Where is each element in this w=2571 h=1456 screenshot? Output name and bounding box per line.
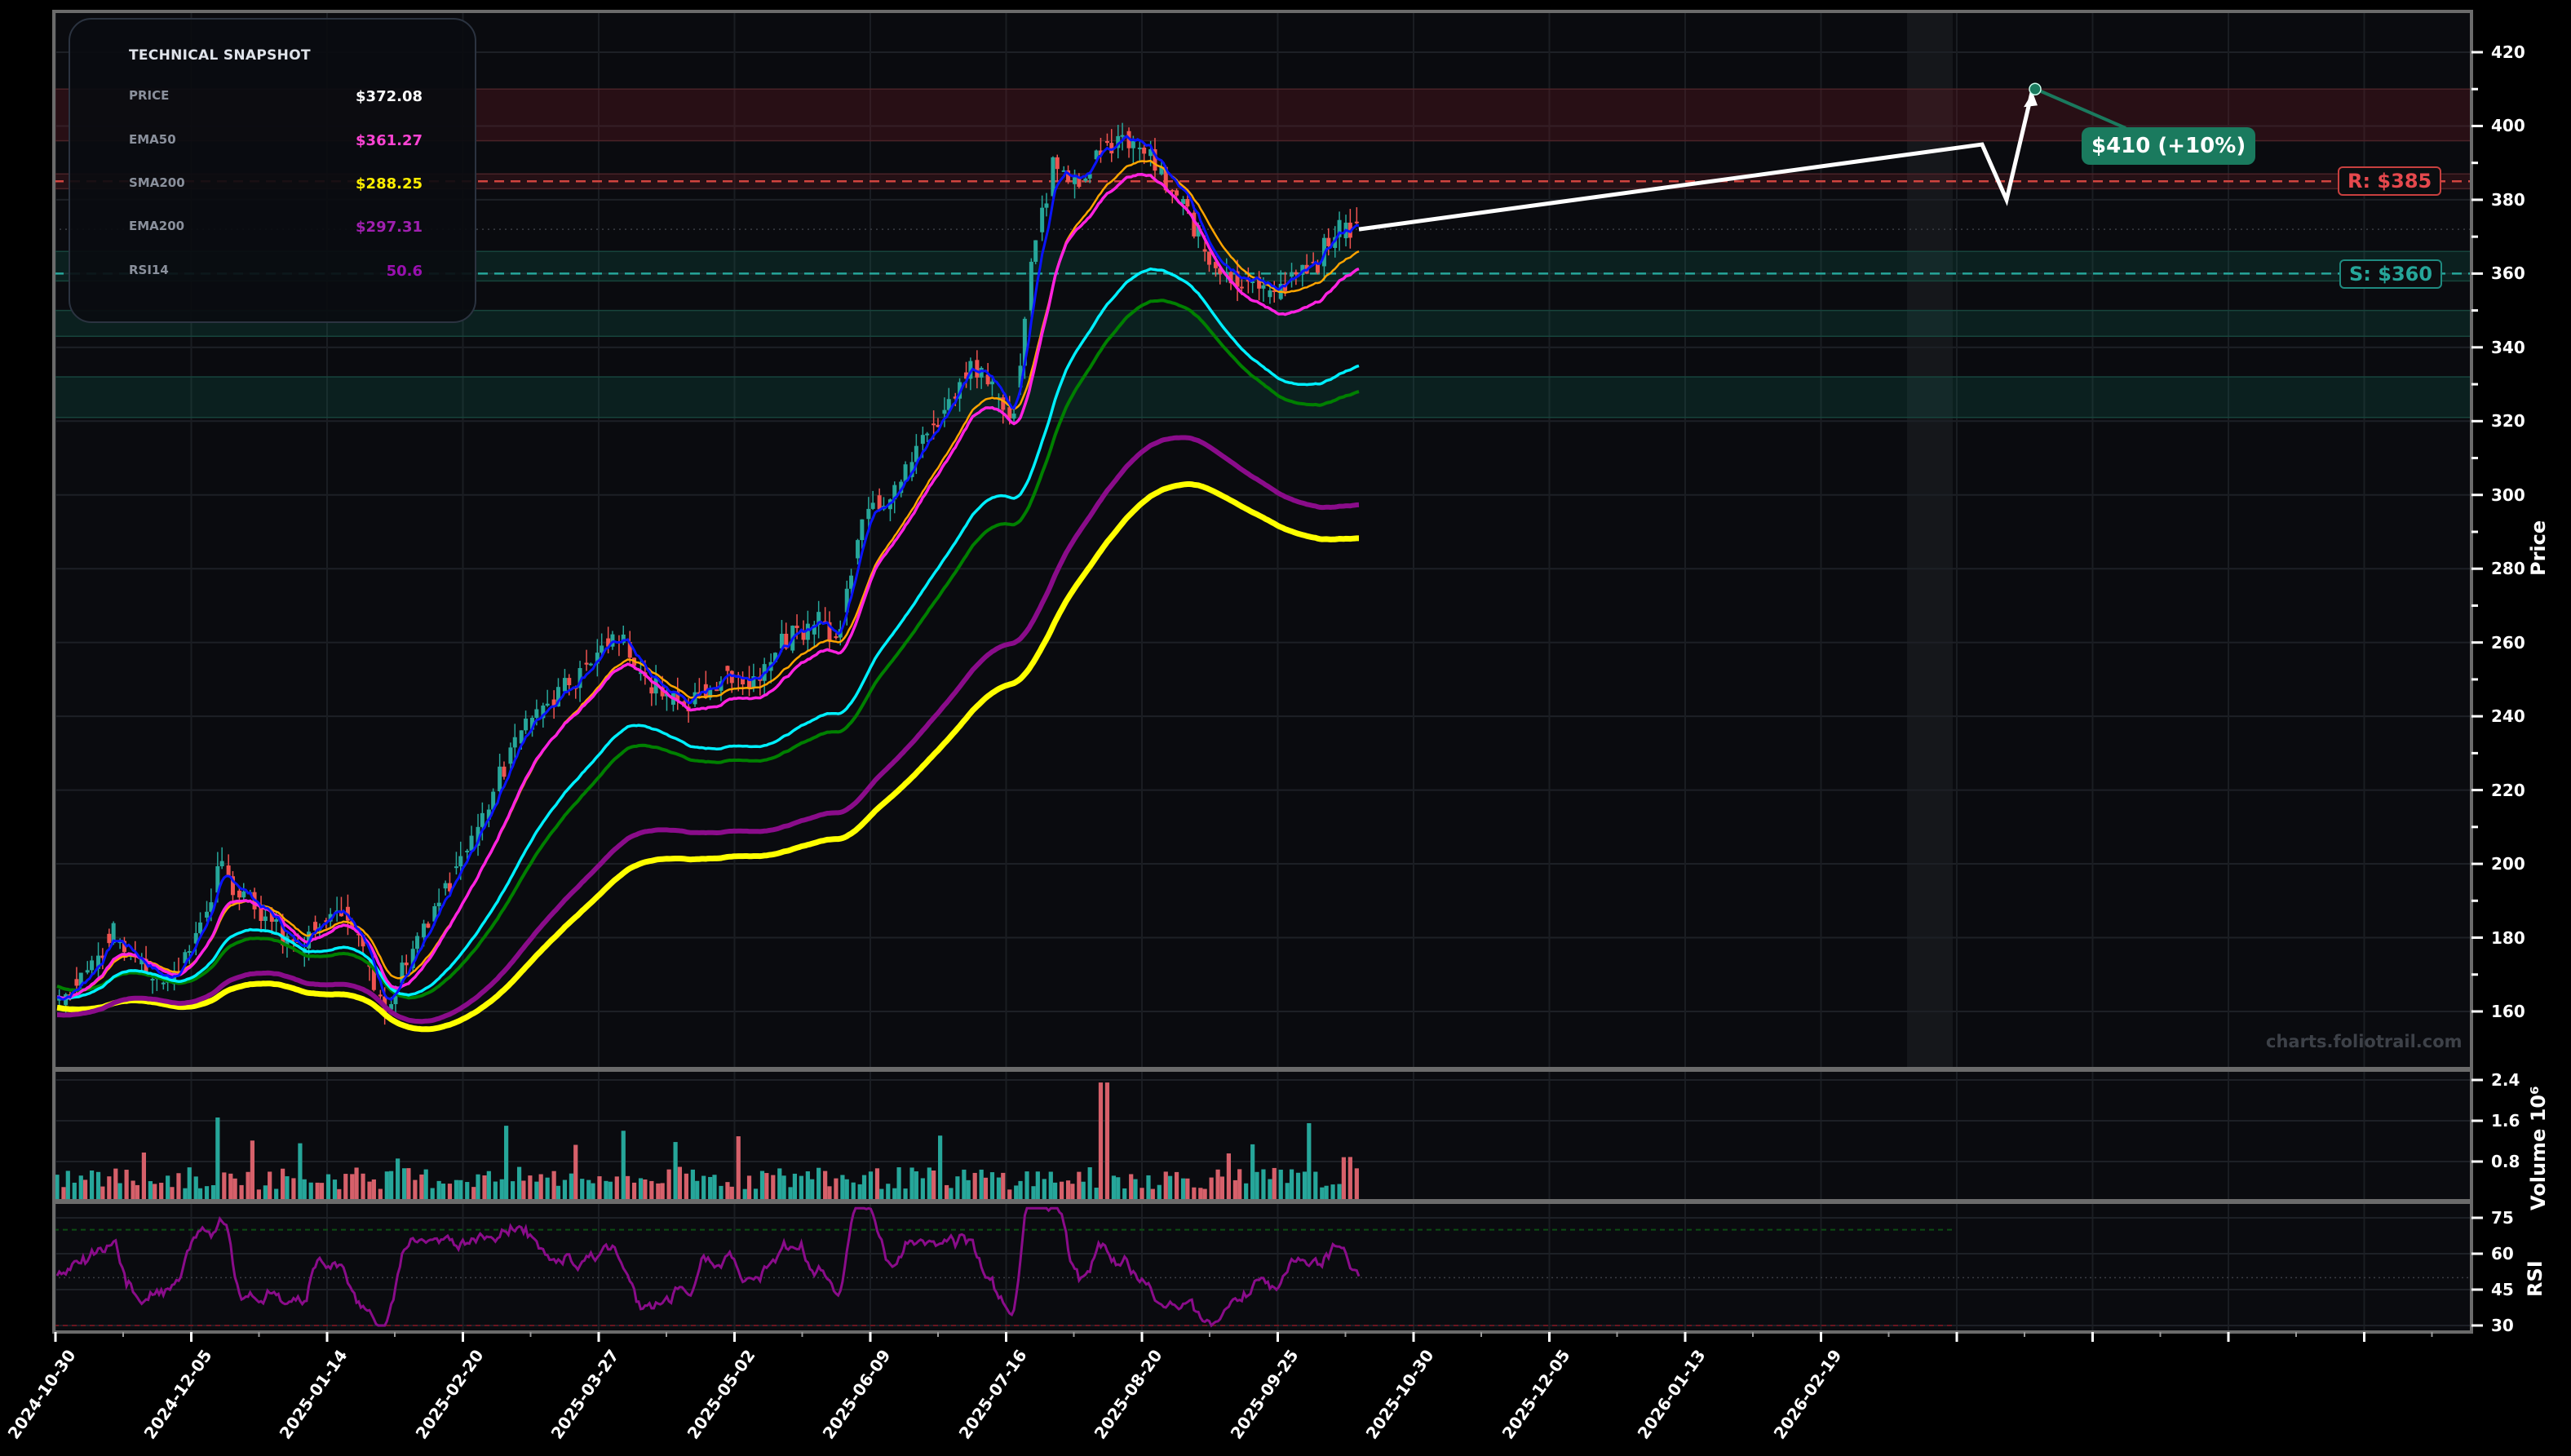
snapshot-title: TECHNICAL SNAPSHOT bbox=[129, 47, 311, 64]
price-tick-label: 300 bbox=[2491, 485, 2525, 505]
price-tick-label: 240 bbox=[2491, 706, 2525, 727]
snapshot-row-ema50: EMA50 $361.27 bbox=[129, 132, 423, 152]
price-target-badge: $410 (+10%) bbox=[2082, 127, 2256, 165]
price-tick-label: 220 bbox=[2491, 780, 2525, 800]
price-tick-label: 280 bbox=[2491, 559, 2525, 579]
snapshot-value: $288.25 bbox=[356, 175, 423, 193]
volume-axis-label: Volume 10⁶ bbox=[2527, 1086, 2550, 1210]
price-tick-label: 160 bbox=[2491, 1001, 2525, 1021]
rsi-tick-label: 60 bbox=[2491, 1243, 2514, 1263]
snapshot-value: $361.27 bbox=[356, 132, 423, 149]
ma-sma50 bbox=[57, 159, 1360, 999]
rsi-tick-label: 45 bbox=[2491, 1279, 2514, 1299]
price-tick-label: 420 bbox=[2491, 42, 2525, 62]
volume-tick-label: 0.8 bbox=[2491, 1152, 2520, 1171]
price-axis-label: Price bbox=[2527, 520, 2550, 576]
rsi-tick-label: 30 bbox=[2491, 1315, 2514, 1335]
price-tick-label: 200 bbox=[2491, 854, 2525, 874]
snapshot-value: 50.6 bbox=[386, 263, 423, 280]
volume-tick-label: 1.6 bbox=[2491, 1111, 2520, 1131]
watermark: charts.foliotrail.com bbox=[2266, 1032, 2463, 1051]
snapshot-label: RSI14 bbox=[129, 263, 169, 277]
snapshot-row-rsi14: RSI14 50.6 bbox=[129, 263, 423, 282]
price-tick-label: 380 bbox=[2491, 189, 2525, 210]
snapshot-row-ema200: EMA200 $297.31 bbox=[129, 219, 423, 238]
snapshot-value: $372.08 bbox=[356, 88, 423, 105]
price-tick-label: 260 bbox=[2491, 632, 2525, 653]
snapshot-row-price: PRICE $372.08 bbox=[129, 88, 423, 108]
snapshot-row-sma200: SMA200 $288.25 bbox=[129, 175, 423, 195]
ma-ema200 bbox=[57, 435, 1360, 1025]
snapshot-label: PRICE bbox=[129, 88, 170, 103]
volume-tick-label: 2.4 bbox=[2491, 1070, 2520, 1090]
rsi-tick-label: 75 bbox=[2491, 1208, 2514, 1228]
snapshot-label: EMA50 bbox=[129, 132, 176, 147]
price-tick-label: 360 bbox=[2491, 263, 2525, 284]
ma-ema20 bbox=[56, 135, 1360, 1002]
ma-sma200 bbox=[56, 481, 1359, 1033]
price-tick-label: 320 bbox=[2491, 411, 2525, 431]
snapshot-label: SMA200 bbox=[129, 175, 185, 190]
price-tick-label: 340 bbox=[2491, 337, 2525, 357]
price-tick-label: 180 bbox=[2491, 927, 2525, 948]
ma-ema100 bbox=[56, 267, 1360, 1000]
price-tick-label: 400 bbox=[2491, 116, 2525, 136]
ma-sma100 bbox=[56, 299, 1360, 1000]
technical-snapshot-panel: TECHNICAL SNAPSHOT PRICE $372.08 EMA50 $… bbox=[69, 18, 476, 323]
resistance-level-label: R: $385 bbox=[2338, 166, 2442, 196]
snapshot-label: EMA200 bbox=[129, 219, 185, 233]
rsi-axis-label: RSI bbox=[2524, 1260, 2547, 1297]
snapshot-value: $297.31 bbox=[356, 219, 423, 236]
support-level-label: S: $360 bbox=[2339, 259, 2443, 289]
